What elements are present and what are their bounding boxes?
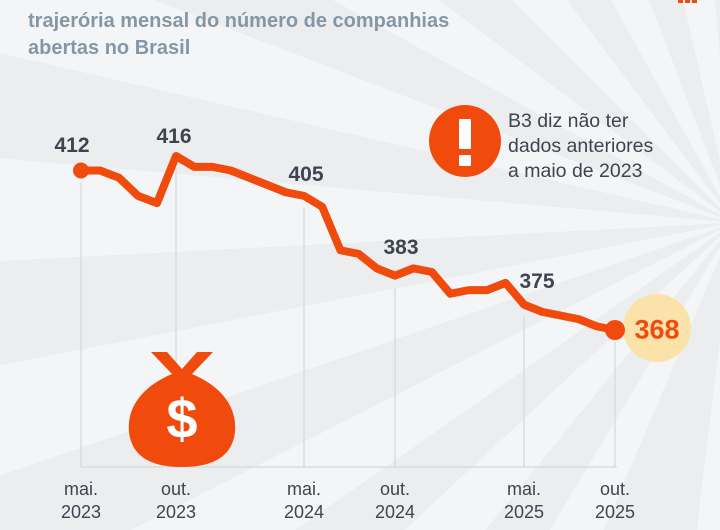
value-label: 368 xyxy=(634,314,680,345)
x-tick-label: mai. 2023 xyxy=(61,478,101,524)
value-label: 405 xyxy=(288,162,324,186)
tick-year: 2023 xyxy=(155,502,197,522)
highlight-circle xyxy=(623,294,691,362)
tick-month: out. xyxy=(379,479,411,499)
series-line xyxy=(77,152,619,334)
callout-line-3: a maio de 2023 xyxy=(508,160,643,182)
x-tick-label: out. 2025 xyxy=(595,478,635,524)
x-tick-label: out. 2023 xyxy=(156,478,196,524)
value-label: 383 xyxy=(383,235,419,259)
callout-line-2: dados anteriores xyxy=(508,135,654,157)
page-title: trajerória mensal do número de companhia… xyxy=(28,8,449,62)
tick-month: mai. xyxy=(63,479,99,499)
tick-year: 2025 xyxy=(503,502,545,522)
x-tick-label: mai. 2024 xyxy=(284,478,324,524)
tick-month: out. xyxy=(599,479,631,499)
tick-year: 2023 xyxy=(60,502,102,522)
callout-line-1: B3 diz não ter xyxy=(508,110,629,132)
title-line-2: abertas no Brasil xyxy=(28,37,191,59)
money-bag-icon: $ xyxy=(128,352,236,467)
x-tick-label: out. 2024 xyxy=(375,478,415,524)
value-label: 412 xyxy=(54,133,90,157)
title-line-1: trajerória mensal do número de companhia… xyxy=(28,10,450,32)
tick-month: mai. xyxy=(286,479,322,499)
tick-year: 2024 xyxy=(283,502,325,522)
x-tick-label: mai. 2025 xyxy=(504,478,544,524)
tick-month: out. xyxy=(160,479,192,499)
callout-text: B3 diz não ter dados anteriores a maio d… xyxy=(508,109,653,184)
value-label: 375 xyxy=(519,269,555,293)
dollar-sign: $ xyxy=(166,387,197,450)
first-point-dot xyxy=(73,162,89,179)
value-label: 416 xyxy=(156,125,192,148)
last-point-dot xyxy=(605,320,625,340)
tick-year: 2025 xyxy=(594,502,636,522)
tick-month: mai. xyxy=(506,479,542,499)
logo-dashes-icon xyxy=(678,0,697,3)
data-note-callout: B3 diz não ter dados anteriores a maio d… xyxy=(429,105,653,182)
tick-year: 2024 xyxy=(374,502,416,522)
exclamation-icon xyxy=(429,105,501,177)
